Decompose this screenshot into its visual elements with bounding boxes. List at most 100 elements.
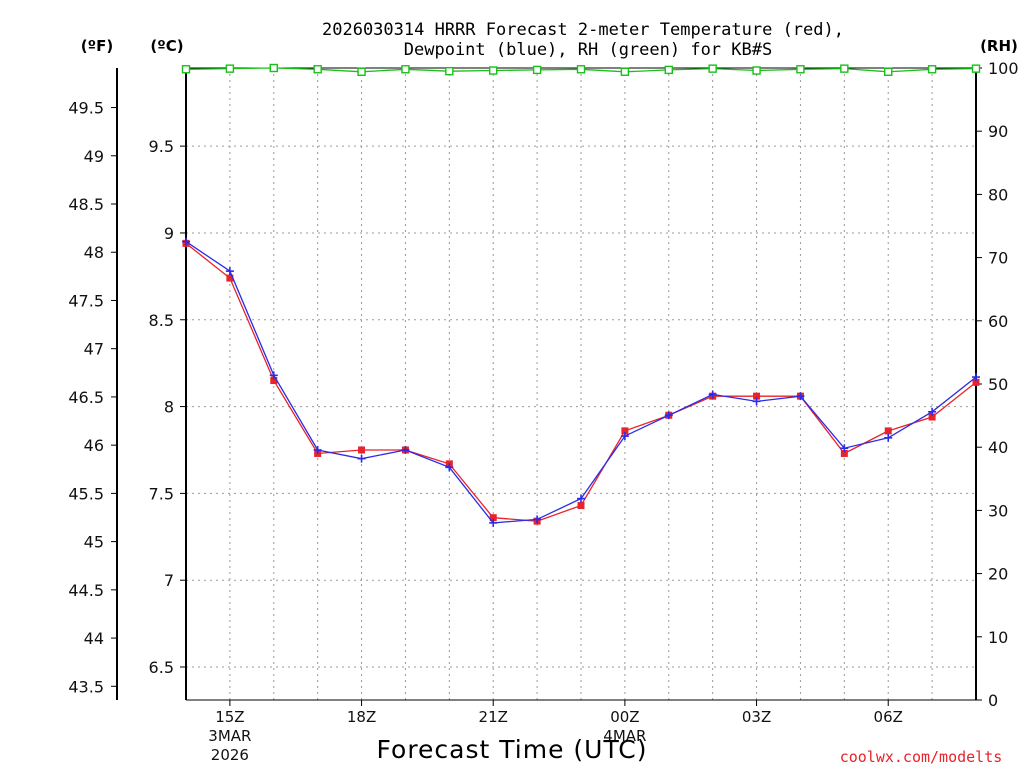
temperature-data-point — [972, 378, 980, 386]
celsius-tick-label: 8.5 — [149, 311, 174, 330]
fahrenheit-tick-label: 47.5 — [68, 291, 104, 310]
x-tick-label: 06Z — [874, 708, 903, 726]
celsius-tick-label: 7 — [164, 571, 174, 590]
temperature-data-point — [226, 274, 234, 282]
x-tick-label: 03Z — [742, 708, 771, 726]
temperature-data-point — [884, 427, 892, 435]
x-axis-label: Forecast Time (UTC) — [377, 735, 648, 764]
chart-title-line-2: Dewpoint (blue), RH (green) for KB#S — [404, 40, 772, 60]
temperature-data-point — [270, 377, 278, 385]
temperature-data-point — [358, 446, 366, 454]
dewpoint-data-point — [752, 397, 761, 406]
celsius-tick-label: 7.5 — [149, 484, 174, 503]
rh-tick-label: 40 — [988, 438, 1008, 457]
temperature-data-point — [840, 449, 848, 457]
dewpoint-data-point — [577, 494, 585, 503]
dewpoint-data-point — [796, 392, 805, 401]
rh-data-point — [576, 65, 586, 74]
rh-data-point — [620, 67, 630, 76]
dewpoint-data-point — [928, 407, 937, 416]
rh-tick-label: 60 — [988, 312, 1008, 331]
rh-data-point — [401, 65, 410, 74]
dewpoint-data-point — [445, 463, 454, 472]
fahrenheit-tick-label: 45.5 — [68, 484, 104, 503]
fahrenheit-unit-label: (ºF) — [81, 37, 113, 55]
rh-tick-label: 20 — [988, 565, 1008, 584]
dewpoint-data-point — [840, 444, 849, 453]
data-series — [181, 63, 981, 527]
rh-data-point — [445, 66, 454, 76]
celsius-tick-label: 6.5 — [149, 658, 174, 677]
rh-data-point — [269, 63, 278, 73]
rh-tick-label: 70 — [988, 249, 1008, 268]
dewpoint-data-point — [533, 515, 542, 524]
dewpoint-data-point — [269, 371, 278, 380]
fahrenheit-tick-label: 49.5 — [68, 99, 104, 118]
rh-tick-label: 50 — [988, 375, 1008, 394]
temperature-data-point — [489, 514, 497, 522]
x-tick-date-label: 3MAR — [208, 727, 251, 745]
fahrenheit-tick-label: 46.5 — [68, 388, 104, 407]
fahrenheit-tick-label: 48.5 — [68, 195, 104, 214]
dewpoint-data-point — [182, 237, 190, 246]
dewpoint-data-point — [225, 267, 234, 276]
fahrenheit-tick-label: 45 — [84, 533, 104, 552]
rh-tick-label: 30 — [988, 501, 1008, 520]
rh-unit-label: (RH) — [980, 37, 1018, 55]
chart-title-line-1: 2026030314 HRRR Forecast 2-meter Tempera… — [322, 20, 844, 40]
credit-text: coolwx.com/modelts — [840, 748, 1003, 766]
celsius-tick-label: 9.5 — [149, 137, 174, 156]
rh-data-point — [927, 65, 937, 74]
rh-data-point — [181, 65, 191, 74]
rh-data-point — [357, 67, 366, 76]
rh-data-point — [971, 64, 981, 73]
rh-data-point — [884, 67, 893, 76]
axes: 6.5 7 7.5 8 8.5 9 9.5 43.5 44 44.5 45 45.5 46 46.5 47 4… — [68, 59, 1018, 764]
rh-data-point — [708, 64, 717, 73]
dewpoint-data-point — [313, 445, 322, 454]
dewpoint-data-point — [620, 432, 629, 441]
rh-data-point — [532, 65, 542, 75]
fahrenheit-tick-label: 44.5 — [68, 581, 104, 600]
fahrenheit-tick-label: 43.5 — [68, 677, 104, 696]
x-tick-label: 21Z — [479, 708, 508, 726]
rh-tick-label: 80 — [988, 185, 1008, 204]
fahrenheit-tick-label: 48 — [84, 243, 104, 262]
dewpoint-data-point — [401, 445, 410, 454]
rh-tick-label: 10 — [988, 628, 1008, 647]
rh-tick-label: 0 — [988, 691, 998, 710]
grid-lines — [186, 68, 976, 700]
fahrenheit-tick-label: 49 — [84, 147, 104, 166]
rh-data-point — [225, 64, 235, 73]
rh-tick-label: 90 — [988, 122, 1008, 141]
temperature-data-point — [621, 427, 629, 435]
rh-data-point — [313, 65, 322, 74]
x-tick-label: 18Z — [347, 708, 376, 726]
temperature-data-point — [928, 413, 936, 421]
fahrenheit-tick-label: 44 — [84, 629, 104, 648]
dewpoint-data-point — [664, 411, 673, 420]
fahrenheit-tick-label: 46 — [84, 436, 104, 455]
celsius-tick-label: 9 — [164, 224, 174, 243]
x-tick-label: 00Z — [610, 708, 639, 726]
rh-data-point — [752, 66, 761, 75]
temperature-data-point — [577, 502, 585, 510]
dewpoint-data-point — [489, 518, 498, 527]
rh-data-point — [489, 66, 498, 75]
rh-data-point — [796, 65, 805, 74]
dewpoint-data-point — [884, 433, 893, 442]
x-tick-label: 15Z — [215, 708, 244, 726]
rh-data-point — [840, 64, 849, 73]
dewpoint-data-point — [708, 390, 717, 399]
celsius-unit-label: (ºC) — [150, 37, 183, 55]
temperature-data-point — [753, 392, 761, 400]
x-tick-year-label: 2026 — [211, 746, 249, 764]
dewpoint-data-point — [357, 454, 366, 463]
rh-data-point — [664, 65, 673, 75]
dewpoint-series-line — [185, 241, 977, 524]
fahrenheit-tick-label: 47 — [84, 340, 104, 359]
dewpoint-data-point — [972, 373, 980, 382]
x-tick-date-label: 4MAR — [603, 727, 646, 745]
rh-tick-label: 100 — [988, 59, 1019, 78]
